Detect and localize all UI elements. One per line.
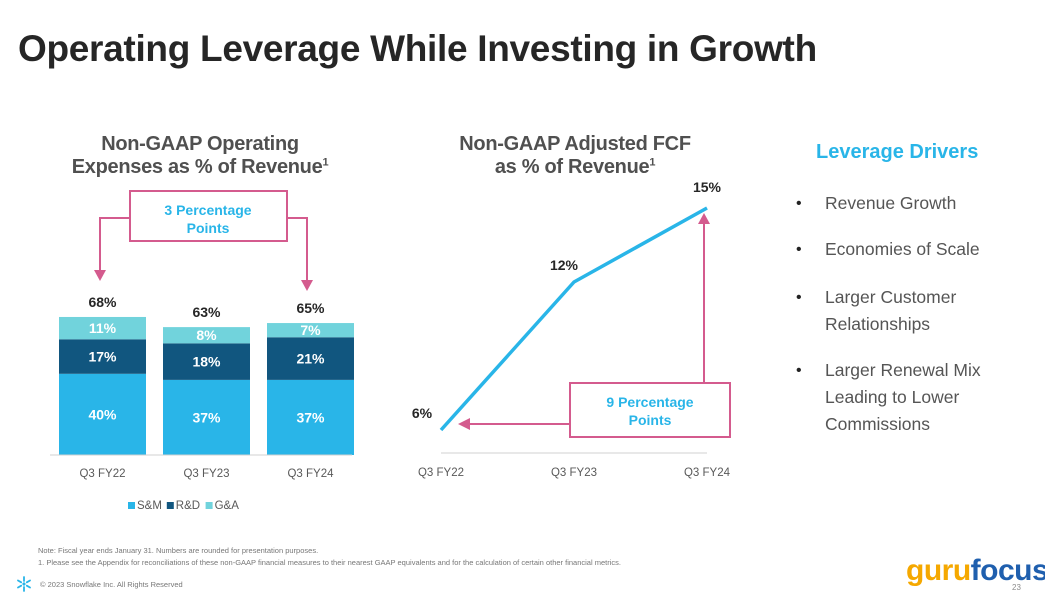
x-tick-label: Q3 FY24 <box>287 468 334 480</box>
drivers-title: Leverage Drivers <box>816 141 979 163</box>
line-chart-title-line1: Non-GAAP Adjusted FCF <box>459 133 691 155</box>
callout-box <box>129 190 288 242</box>
bar-segment-sm <box>163 379 250 455</box>
driver-text: Relationships <box>825 314 931 334</box>
bar-segment-rd <box>163 343 250 380</box>
data-label: 6% <box>412 405 433 421</box>
bullet-icon: • <box>796 362 802 379</box>
bar-segment-sm <box>59 373 146 455</box>
x-tick-label: Q3 FY23 <box>551 467 597 479</box>
footnote-marker: 1 <box>649 156 656 169</box>
callout-arrowhead-left <box>94 270 106 281</box>
callout-text-line2: Points <box>187 220 230 236</box>
segment-label: 37% <box>296 409 325 425</box>
callout-arrowhead-right <box>301 280 313 291</box>
copyright-text: © 2023 Snowflake Inc. All Rights Reserve… <box>40 580 183 589</box>
driver-text: Larger Renewal Mix <box>825 360 981 380</box>
total-label: 65% <box>296 300 325 316</box>
x-tick-label: Q3 FY24 <box>684 467 731 479</box>
data-label: 12% <box>550 257 579 273</box>
driver-text: Revenue Growth <box>825 193 957 213</box>
total-label: 68% <box>88 294 117 310</box>
legend-label: G&A <box>215 500 240 512</box>
driver-text: Leading to Lower <box>825 387 960 407</box>
data-label: 15% <box>693 179 722 195</box>
callout-box <box>569 382 731 438</box>
bullet-icon: • <box>796 289 802 306</box>
segment-label: 7% <box>300 322 321 338</box>
callout-arrow-left <box>99 217 130 272</box>
callout-arrowhead-left <box>458 418 470 430</box>
footer-note: Note: Fiscal year ends January 31. Numbe… <box>38 546 319 555</box>
line-chart: 6% 12% 15% 9 Percentage Points Q3 FY22 Q3 F… <box>412 179 731 479</box>
segment-label: 8% <box>196 327 217 343</box>
segment-label: 21% <box>296 351 325 367</box>
segment-label: 37% <box>192 409 221 425</box>
x-tick-label: Q3 FY22 <box>418 467 464 479</box>
legend-label: S&M <box>137 500 162 512</box>
callout-text-line2: Points <box>629 412 672 428</box>
gurufocus-logo: gurufocus <box>906 554 1045 587</box>
callout-text-line1: 3 Percentage <box>164 202 251 218</box>
x-tick-label: Q3 FY23 <box>183 468 229 480</box>
legend-swatch <box>205 502 213 509</box>
driver-text: Commissions <box>825 414 931 434</box>
segment-label: 17% <box>88 349 117 365</box>
bullet-icon: • <box>796 195 802 212</box>
segment-label: 40% <box>88 406 117 422</box>
footer-footnote: 1. Please see the Appendix for reconcili… <box>38 558 621 567</box>
bar-segment-sm <box>267 379 354 455</box>
bar-chart-title-line2: Expenses as % of Revenue <box>71 156 323 178</box>
callout-text-line1: 9 Percentage <box>606 394 693 410</box>
bar-chart: 3 Percentage Points 40% 17% 11% 68% 37% 18% 8%… <box>50 190 354 512</box>
bar-segment-ga <box>163 327 250 344</box>
page-number: 23 <box>1012 583 1021 592</box>
callout-arrowhead-up <box>698 213 710 224</box>
callout-arrow-right <box>287 217 308 282</box>
bar-segment-ga <box>59 316 146 340</box>
snowflake-icon <box>17 576 31 592</box>
legend-swatch <box>166 502 174 509</box>
driver-text: Larger Customer <box>825 287 957 307</box>
bar-chart-title: Non-GAAP Operating Expenses as % of Reve… <box>50 133 350 179</box>
bar-segment-rd <box>59 339 146 374</box>
legend-swatch <box>128 502 135 509</box>
total-label: 63% <box>192 304 221 320</box>
line-chart-title: Non-GAAP Adjusted FCF as % of Revenue1 <box>420 133 730 179</box>
page-title: Operating Leverage While Investing in Gr… <box>18 28 817 69</box>
line-chart-title-line2: as % of Revenue <box>494 156 650 178</box>
segment-label: 18% <box>192 354 221 370</box>
legend-label: R&D <box>176 500 200 512</box>
bar-chart-title-line1: Non-GAAP Operating <box>101 133 299 155</box>
segment-label: 11% <box>89 320 117 336</box>
x-tick-label: Q3 FY22 <box>79 468 125 480</box>
bar-segment-ga <box>267 323 354 338</box>
footnote-marker: 1 <box>322 156 329 169</box>
bar-segment-rd <box>267 337 354 380</box>
bullet-icon: • <box>796 241 802 258</box>
driver-text: Economies of Scale <box>825 239 980 259</box>
